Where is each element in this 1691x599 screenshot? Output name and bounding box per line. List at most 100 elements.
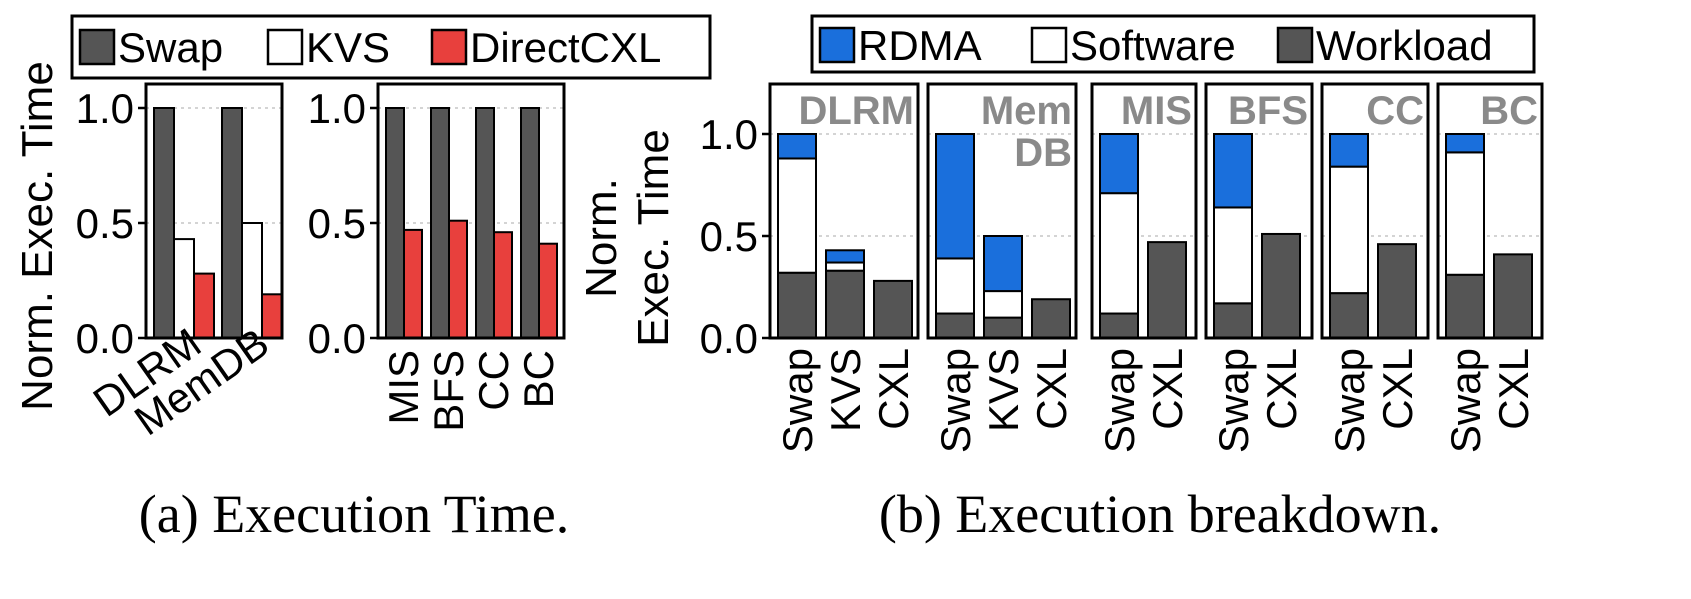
x-tick-label-b-memdb-swap: Swap [932, 348, 979, 453]
x-tick-label-b-cc-swap: Swap [1326, 348, 1373, 453]
y-axis-label-b-line1: Norm. [577, 178, 626, 298]
x-tick-label-a2-mis: MIS [380, 350, 427, 425]
bar-segment-rdma-memdb-kvs [983, 235, 1023, 293]
legend-swatch-swap [78, 28, 116, 66]
x-tick-label-b-cc-cxl: CXL [1374, 348, 1421, 430]
y-tick-label-b: 0.0 [700, 315, 758, 362]
bar-segment-rdma-mis-swap [1099, 133, 1139, 195]
bar-cc-swap [475, 107, 495, 339]
plot-frame-b-mis [1090, 82, 1198, 340]
x-tick-label-a2-cc: CC [470, 350, 517, 411]
x-tick-label-b-mis-cxl: CXL [1144, 348, 1191, 430]
subplot-title-bc: BC [1480, 89, 1538, 133]
x-tick-label-b-mis-swap: Swap [1096, 348, 1143, 453]
y-tick-label-b: 0.5 [700, 213, 758, 260]
bar-segment-workload-bc-swap [1445, 273, 1485, 340]
legend-swatch-software [1030, 26, 1068, 64]
legend-a-box [70, 14, 712, 80]
bar-segment-workload-memdb-kvs [983, 316, 1023, 340]
bar-dlrm-directcxl [193, 272, 215, 340]
subplot-title-mis: MIS [1121, 89, 1192, 133]
bar-dlrm-swap [153, 107, 175, 339]
y-axis-label-b-line2: Exec. Time [629, 129, 678, 347]
bar-segment-workload-bfs-swap [1213, 302, 1253, 340]
legend-swatch-rdma [818, 26, 856, 64]
legend-b-box [810, 14, 1536, 74]
plot-frame-b-dlrm [768, 82, 920, 340]
bar-segment-software-cc-swap [1329, 165, 1369, 295]
y-tick-label-a1: 0.0 [76, 315, 134, 362]
bar-segment-software-dlrm-swap [777, 157, 817, 274]
bar-bc-swap [520, 107, 540, 339]
x-tick-label-b-memdb-cxl: CXL [1028, 348, 1075, 430]
legend-label-directcxl: DirectCXL [470, 24, 661, 71]
plot-frame-b-bc [1436, 82, 1544, 340]
legend-swatch-directcxl [430, 28, 468, 66]
plot-frame-b-cc [1320, 82, 1430, 340]
y-tick-label-b: 1.0 [700, 111, 758, 158]
bar-segment-rdma-dlrm-kvs [825, 249, 865, 264]
bar-segment-software-mis-swap [1099, 192, 1139, 315]
bar-segment-workload-mis-swap [1099, 312, 1139, 339]
x-tick-label-b-bc-cxl: CXL [1490, 348, 1537, 430]
subplot-title-cc: CC [1366, 89, 1424, 133]
y-tick-label-a1: 1.0 [76, 85, 134, 132]
bar-segment-workload-memdb-swap [935, 312, 975, 339]
plot-frame-b-memdb [926, 82, 1078, 340]
legend-swatch-kvs [266, 28, 304, 66]
bar-memdb-kvs [241, 222, 263, 339]
bar-bfs-swap [430, 107, 450, 339]
bar-bc-directcxl [538, 242, 558, 339]
bar-segment-workload-dlrm-cxl [873, 279, 913, 340]
bar-segment-workload-cc-cxl [1377, 243, 1417, 339]
caption-b: (b) Execution breakdown. [879, 484, 1441, 544]
x-tick-label-b-bfs-swap: Swap [1210, 348, 1257, 453]
x-tick-label-b-memdb-kvs: KVS [980, 348, 1027, 432]
y-tick-label-a2: 0.5 [308, 200, 366, 247]
y-tick-label-a2: 0.0 [308, 315, 366, 362]
bar-segment-workload-dlrm-swap [777, 271, 817, 339]
bar-segment-workload-bc-cxl [1493, 253, 1533, 339]
x-tick-label-b-bc-swap: Swap [1442, 348, 1489, 453]
bar-segment-software-bfs-swap [1213, 206, 1253, 305]
bar-mis-swap [385, 107, 405, 339]
bar-segment-rdma-memdb-swap [935, 133, 975, 260]
x-tick-label-b-dlrm-kvs: KVS [822, 348, 869, 432]
legend-swatch-workload [1276, 26, 1314, 64]
legend-label-swap: Swap [118, 24, 223, 71]
bar-segment-workload-dlrm-kvs [825, 269, 865, 339]
x-tick-label-b-bfs-cxl: CXL [1258, 348, 1305, 430]
bar-segment-software-dlrm-kvs [825, 261, 865, 272]
legend-label-workload: Workload [1316, 22, 1493, 69]
y-tick-label-a1: 0.5 [76, 200, 134, 247]
bar-mis-directcxl [403, 228, 423, 339]
x-tick-label-b-dlrm-swap: Swap [774, 348, 821, 453]
legend-label-rdma: RDMA [858, 22, 982, 69]
bar-segment-rdma-bc-swap [1445, 133, 1485, 154]
plot-frame-b-bfs [1204, 82, 1314, 340]
caption-a: (a) Execution Time. [139, 484, 569, 544]
bar-memdb-directcxl [261, 293, 283, 339]
bar-segment-workload-cc-swap [1329, 292, 1369, 339]
bar-segment-software-bc-swap [1445, 151, 1485, 276]
subplot-title-memdb: Mem [981, 89, 1072, 133]
bar-bfs-directcxl [448, 219, 468, 339]
bar-memdb-swap [221, 107, 243, 339]
x-tick-label-a2-bc: BC [515, 350, 562, 408]
bar-segment-software-memdb-kvs [983, 290, 1023, 319]
bar-segment-rdma-cc-swap [1329, 133, 1369, 168]
bar-segment-rdma-bfs-swap [1213, 133, 1253, 209]
subplot-title-bfs: BFS [1228, 89, 1308, 133]
bar-segment-software-memdb-swap [935, 257, 975, 315]
x-tick-label-a2-bfs: BFS [425, 350, 472, 432]
y-tick-label-a2: 1.0 [308, 85, 366, 132]
bar-cc-directcxl [493, 231, 513, 339]
plot-frame-a2 [376, 82, 566, 340]
subplot-title-memdb: DB [1014, 131, 1072, 175]
bar-segment-workload-bfs-cxl [1261, 232, 1301, 340]
bar-segment-workload-memdb-cxl [1031, 298, 1071, 339]
y-axis-label-a: Norm. Exec. Time [13, 61, 62, 411]
x-tick-label-b-dlrm-cxl: CXL [870, 348, 917, 430]
bar-segment-workload-mis-cxl [1147, 241, 1187, 339]
